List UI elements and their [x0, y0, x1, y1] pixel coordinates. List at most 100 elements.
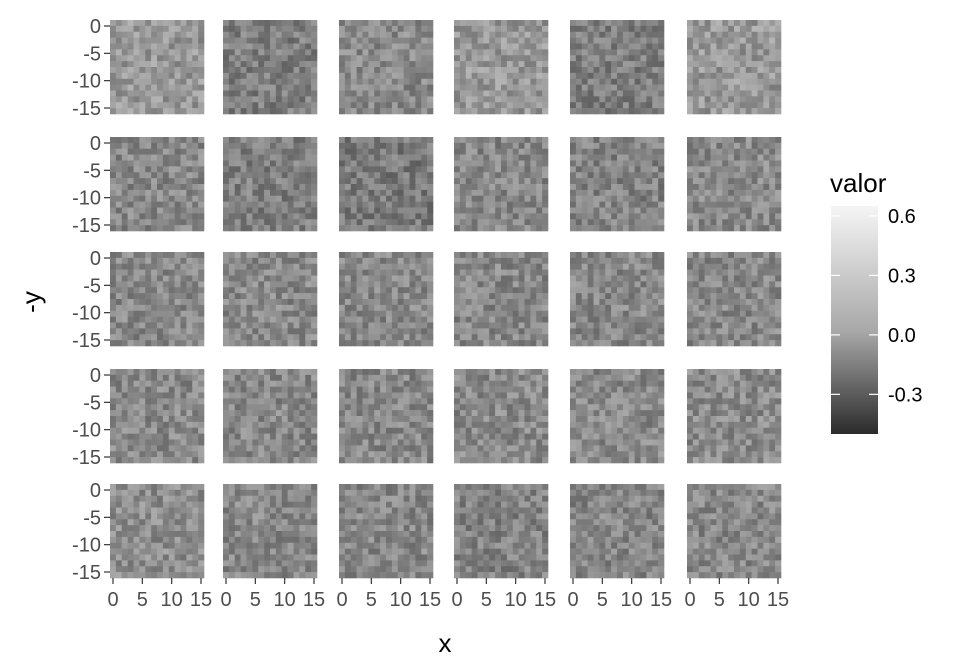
heatmap-cell	[139, 142, 146, 150]
heatmap-cell	[368, 96, 375, 103]
heatmap-cell	[362, 201, 369, 208]
heatmap-cell	[293, 96, 300, 103]
heatmap-cell	[722, 102, 729, 109]
heatmap-cell	[234, 172, 241, 179]
heatmap-cell	[180, 225, 187, 232]
heatmap-cell	[512, 281, 519, 288]
heatmap-cell	[652, 90, 659, 97]
heatmap-cell	[617, 148, 624, 155]
heatmap-cell	[368, 213, 375, 220]
heatmap-cell	[409, 72, 416, 80]
heatmap-cell	[240, 207, 247, 214]
heatmap-cell	[745, 334, 752, 341]
heatmap-cell	[228, 398, 236, 405]
heatmap-cell	[542, 293, 549, 300]
heatmap-cell	[570, 37, 577, 44]
heatmap-cell	[593, 84, 600, 91]
heatmap-cell	[368, 281, 375, 288]
heatmap-cell	[368, 84, 375, 91]
heatmap-cell	[186, 219, 193, 226]
heatmap-cell	[465, 334, 472, 341]
heatmap-cell	[350, 154, 357, 161]
heatmap-cell	[258, 369, 265, 376]
heatmap-cell	[127, 316, 134, 323]
heatmap-cell	[151, 154, 158, 161]
heatmap-cell	[339, 257, 346, 265]
heatmap-cell	[350, 219, 357, 226]
heatmap-cell	[524, 84, 531, 91]
heatmap-cell	[287, 398, 294, 405]
heatmap-cell	[198, 299, 205, 306]
heatmap-cell	[581, 275, 588, 282]
heatmap-cell	[344, 90, 352, 97]
heatmap-cell	[728, 316, 735, 323]
heatmap-cell	[704, 322, 711, 329]
heatmap-cell	[127, 427, 134, 434]
heatmap-cell	[710, 195, 717, 202]
heatmap-cell	[186, 43, 193, 50]
heatmap-cell	[745, 90, 752, 97]
heatmap-cell	[192, 90, 199, 97]
heatmap-cell	[570, 219, 577, 226]
heatmap-cell	[168, 72, 175, 80]
heatmap-cell	[769, 31, 776, 38]
heatmap-cell	[168, 310, 175, 317]
heatmap-cell	[110, 207, 117, 214]
heatmap-cell	[391, 269, 399, 276]
heatmap-cell	[151, 178, 158, 185]
heatmap-cell	[459, 49, 467, 56]
heatmap-cell	[421, 137, 428, 144]
heatmap-cell	[180, 252, 187, 259]
heatmap-cell	[356, 84, 363, 91]
heatmap-cell	[305, 275, 312, 282]
heatmap-cell	[174, 166, 181, 173]
heatmap-cell	[287, 374, 294, 382]
heatmap-cell	[174, 72, 181, 80]
heatmap-cell	[240, 380, 247, 387]
heatmap-cell	[692, 142, 700, 150]
heatmap-cell	[299, 263, 306, 270]
heatmap-cell	[512, 31, 519, 38]
heatmap-cell	[698, 84, 705, 91]
heatmap-cell	[605, 31, 612, 38]
heatmap-cell	[593, 334, 600, 341]
heatmap-cell	[223, 213, 230, 220]
heatmap-cell	[391, 207, 399, 214]
heatmap-cell	[530, 219, 537, 226]
heatmap-cell	[240, 386, 247, 393]
heatmap-cell	[192, 108, 199, 115]
heatmap-cell	[139, 404, 146, 411]
heatmap-cell	[121, 160, 128, 167]
heatmap-cell	[427, 219, 434, 226]
heatmap-cell	[427, 252, 434, 259]
heatmap-cell	[240, 108, 247, 115]
heatmap-cell	[687, 184, 694, 191]
heatmap-cell	[264, 90, 271, 97]
heatmap-cell	[716, 334, 723, 341]
heatmap-cell	[110, 416, 117, 423]
heatmap-cell	[524, 304, 531, 312]
heatmap-cell	[524, 166, 531, 173]
heatmap-cell	[198, 340, 205, 347]
heatmap-cell	[397, 281, 404, 288]
heatmap-cell	[110, 184, 117, 191]
heatmap-cell	[640, 252, 647, 259]
heatmap-cell	[512, 263, 519, 270]
heatmap-cell	[281, 184, 288, 191]
heatmap-cell	[293, 340, 300, 347]
heatmap-cell	[139, 172, 146, 179]
heatmap-cell	[477, 287, 484, 294]
heatmap-cell	[687, 207, 694, 214]
heatmap-cell	[587, 340, 594, 347]
heatmap-cell	[397, 328, 404, 335]
heatmap-cell	[151, 20, 158, 27]
heatmap-cell	[415, 219, 422, 226]
heatmap-cell	[275, 322, 283, 329]
heatmap-cell	[506, 263, 514, 270]
heatmap-cell	[145, 287, 152, 294]
heatmap-cell	[722, 252, 729, 259]
heatmap-cell	[223, 142, 230, 150]
heatmap-cell	[739, 78, 747, 85]
heatmap-cell	[483, 102, 490, 109]
heatmap-cell	[710, 316, 717, 323]
